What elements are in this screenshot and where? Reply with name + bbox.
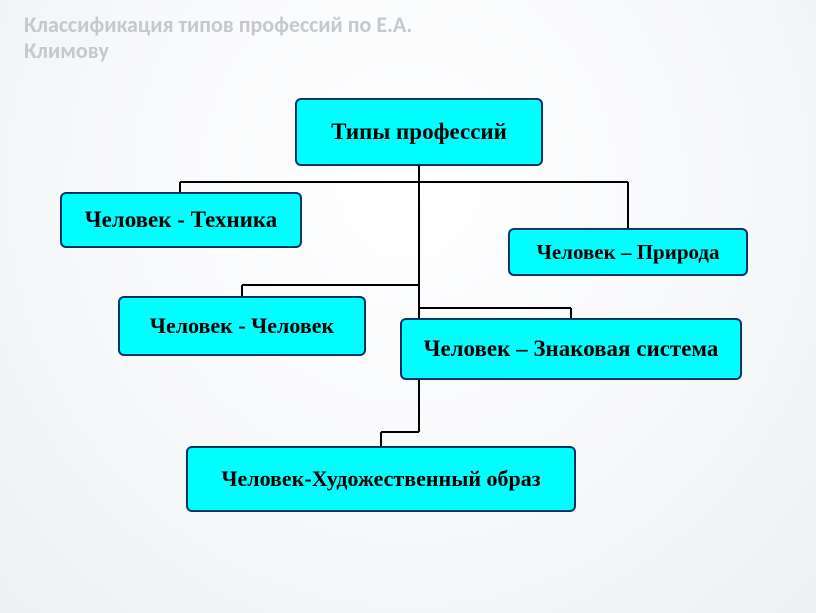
- node-sign: Человек – Знаковая система: [400, 318, 742, 380]
- slide-title: Классификация типов профессий по Е.А. Кл…: [24, 12, 444, 65]
- node-human-label: Человек - Человек: [150, 313, 334, 339]
- node-art-label: Человек-Художественный образ: [221, 466, 540, 492]
- node-root-label: Типы профессий: [331, 119, 507, 145]
- node-tech: Человек - Техника: [60, 192, 302, 248]
- node-root: Типы профессий: [295, 98, 543, 166]
- node-nature: Человек – Природа: [508, 228, 748, 276]
- node-art: Человек-Художественный образ: [186, 446, 576, 512]
- node-tech-label: Человек - Техника: [85, 207, 278, 233]
- node-human: Человек - Человек: [118, 296, 366, 356]
- node-sign-label: Человек – Знаковая система: [424, 336, 719, 362]
- node-nature-label: Человек – Природа: [536, 240, 719, 265]
